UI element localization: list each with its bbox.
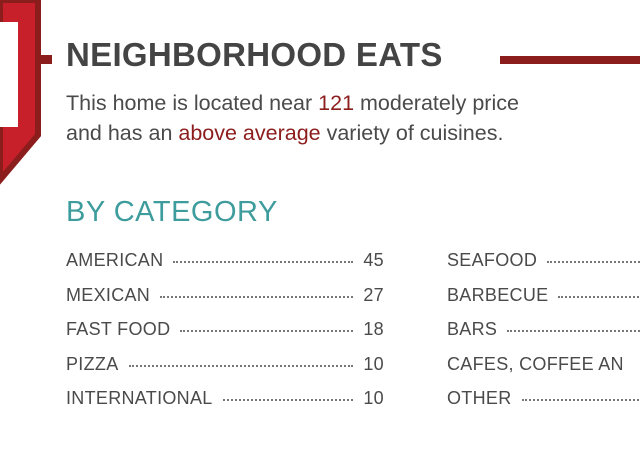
category-count: 10 (363, 388, 384, 408)
dotted-leader (507, 330, 640, 332)
description-line-2: and has an above average variety of cuis… (66, 118, 640, 148)
category-row-cafes: CAFES, COFFEE AN (447, 354, 640, 389)
category-name: BARBECUE (447, 284, 549, 305)
dotted-leader (547, 261, 640, 263)
category-row-international: INTERNATIONAL 10 (66, 388, 384, 423)
category-row-seafood: SEAFOOD (447, 250, 640, 285)
description-text: moderately price (354, 91, 519, 115)
restaurant-count: 121 (318, 91, 355, 115)
category-list-right: SEAFOOD BARBECUE BARS CAFES, COFFEE AN O… (447, 250, 640, 423)
neighborhood-description: This home is located near 121 moderately… (66, 88, 640, 148)
description-text: This home is located near (66, 91, 319, 115)
category-name: MEXICAN (66, 284, 151, 305)
category-count: 45 (363, 250, 384, 270)
category-row-other: OTHER (447, 388, 640, 423)
dotted-leader (558, 295, 640, 298)
category-heading: BY CATEGORY (66, 196, 278, 228)
category-count: 18 (363, 319, 384, 339)
title-divider (500, 56, 640, 64)
dotted-leader (128, 364, 354, 367)
category-name: CAFES, COFFEE AN (447, 353, 624, 374)
dotted-leader (180, 330, 354, 332)
category-name: BARS (447, 319, 498, 339)
category-row-pizza: PIZZA 10 (66, 354, 384, 389)
category-row-mexican: MEXICAN 27 (66, 285, 384, 320)
description-line-1: This home is located near 121 moderately… (66, 88, 640, 118)
category-row-american: AMERICAN 45 (66, 250, 384, 285)
dotted-leader (521, 399, 640, 401)
category-row-bars: BARS (447, 319, 640, 354)
page-title: NEIGHBORHOOD EATS (66, 36, 443, 73)
category-name: PIZZA (66, 353, 119, 374)
category-list-left: AMERICAN 45 MEXICAN 27 FAST FOOD 18 PIZZ… (66, 250, 384, 423)
dotted-leader (160, 295, 354, 298)
category-name: INTERNATIONAL (66, 388, 213, 408)
description-text: and has an (66, 121, 179, 145)
category-name: FAST FOOD (66, 319, 171, 339)
category-count: 27 (363, 284, 384, 305)
dotted-leader (222, 399, 354, 401)
category-name: SEAFOOD (447, 250, 538, 270)
cuisine-variety-rating: above average (178, 121, 321, 145)
category-row-barbecue: BARBECUE (447, 285, 640, 320)
category-name: OTHER (447, 388, 512, 408)
shield-badge-icon (0, 0, 52, 185)
dotted-leader (173, 261, 354, 263)
description-text: variety of cuisines. (320, 121, 504, 145)
category-row-fast-food: FAST FOOD 18 (66, 319, 384, 354)
category-count: 10 (363, 353, 384, 374)
category-name: AMERICAN (66, 250, 164, 270)
